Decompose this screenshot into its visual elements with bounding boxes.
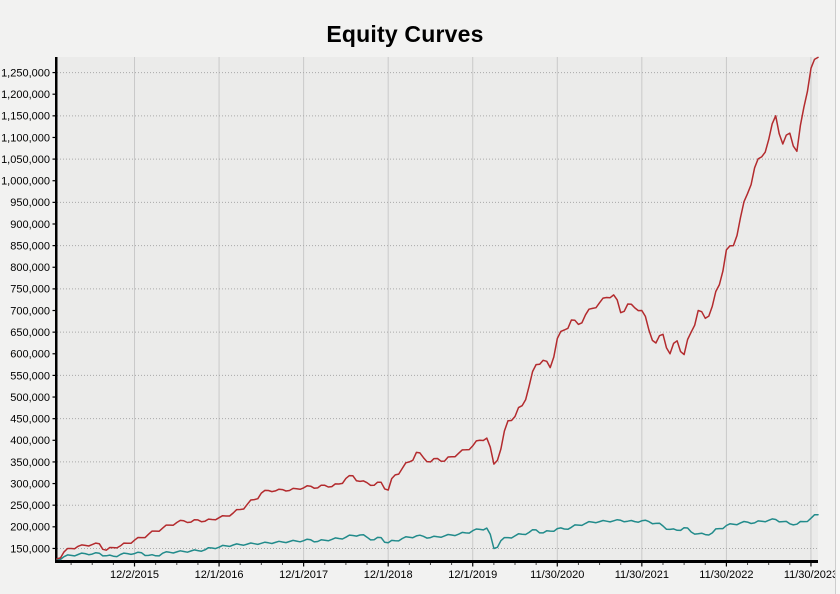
x-axis-tick-label: 11/30/2023 bbox=[784, 569, 838, 581]
window-right-edge bbox=[835, 0, 840, 594]
y-axis-tick-label: 1,100,000 bbox=[1, 132, 50, 144]
y-axis-tick-label: 500,000 bbox=[10, 392, 50, 404]
y-axis-tick-label: 950,000 bbox=[10, 197, 50, 209]
x-axis-tick-label: 12/1/2018 bbox=[364, 569, 413, 581]
y-axis-tick-label: 400,000 bbox=[10, 435, 50, 447]
y-axis-tick-label: 1,250,000 bbox=[1, 67, 50, 79]
y-axis-tick-label: 900,000 bbox=[10, 219, 50, 231]
y-axis-tick-label: 750,000 bbox=[10, 284, 50, 296]
x-axis-tick-label: 12/2/2015 bbox=[110, 569, 159, 581]
x-axis-tick-label: 12/1/2019 bbox=[448, 569, 497, 581]
x-axis-tick-label: 12/1/2017 bbox=[279, 569, 328, 581]
y-axis-tick-label: 550,000 bbox=[10, 370, 50, 382]
y-axis-tick-label: 1,000,000 bbox=[1, 176, 50, 188]
red-equity-curve-line bbox=[56, 56, 819, 560]
y-axis-tick-label: 700,000 bbox=[10, 305, 50, 317]
y-axis-tick-label: 350,000 bbox=[10, 457, 50, 469]
y-axis-tick-label: 300,000 bbox=[10, 478, 50, 490]
y-axis-tick-label: 450,000 bbox=[10, 414, 50, 426]
y-axis-tick-label: 800,000 bbox=[10, 262, 50, 274]
y-axis-tick-label: 250,000 bbox=[10, 500, 50, 512]
teal-equity-curve-line bbox=[56, 513, 819, 561]
y-axis-tick-label: 650,000 bbox=[10, 327, 50, 339]
chart-title: Equity Curves bbox=[326, 21, 484, 47]
x-axis-tick-label: 11/30/2020 bbox=[530, 569, 584, 581]
y-axis-tick-label: 600,000 bbox=[10, 349, 50, 361]
y-axis-tick-label: 1,050,000 bbox=[1, 154, 50, 166]
y-axis-tick-label: 1,200,000 bbox=[1, 89, 50, 101]
y-axis-tick-label: 200,000 bbox=[10, 522, 50, 534]
x-axis-tick-label: 11/30/2022 bbox=[699, 569, 753, 581]
y-axis-tick-label: 150,000 bbox=[10, 543, 50, 555]
plot-area bbox=[57, 57, 818, 561]
x-axis-tick-label: 12/1/2016 bbox=[195, 569, 244, 581]
y-axis-tick-label: 1,150,000 bbox=[1, 111, 50, 123]
x-axis-tick-label: 11/30/2021 bbox=[615, 569, 669, 581]
y-axis-tick-label: 850,000 bbox=[10, 240, 50, 252]
